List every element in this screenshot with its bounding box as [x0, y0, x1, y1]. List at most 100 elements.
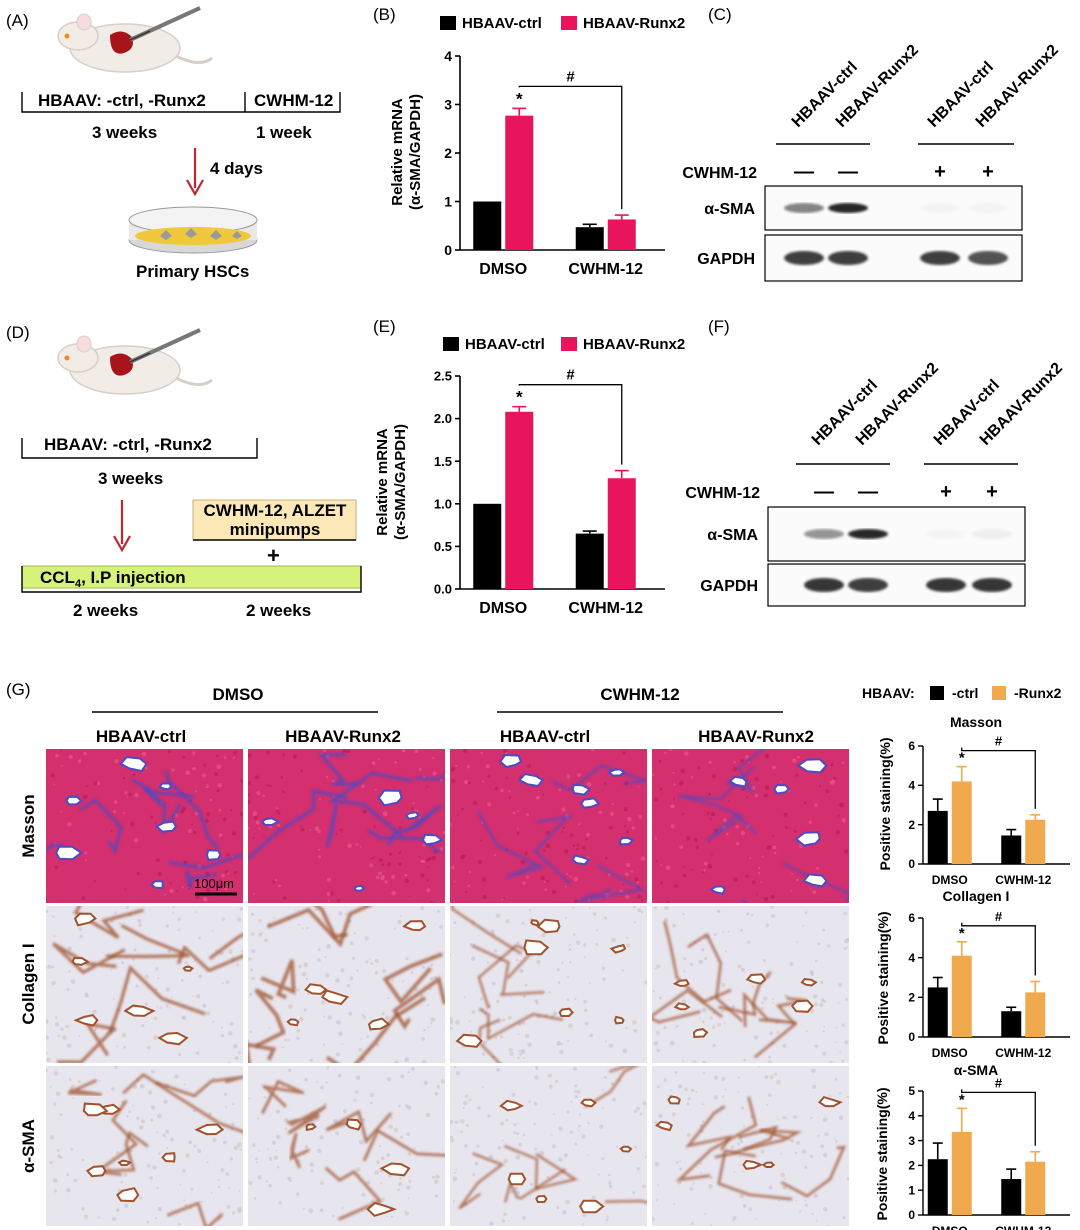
col-label-2: HBAAV-ctrl: [500, 727, 590, 746]
blot-c-treat-sign-0: —: [794, 161, 814, 183]
blot-c-row-label-gapdh: GAPDH: [697, 251, 755, 268]
mouse-illustration-a: [57, 6, 213, 73]
histology-tile-asma-0: [46, 1066, 243, 1226]
culture-dish: [128, 206, 258, 254]
histology-tile-asma-3: [652, 1066, 849, 1226]
row-label-collagen: Collagen I: [19, 943, 38, 1024]
chart-g-masson: Masson Positive staining(%) 0 2 4 6 DMSO CWHM…: [877, 714, 1070, 887]
mouse-illustration-d: [57, 328, 213, 395]
chart-b-legend-runx2: HBAAV-Runx2: [583, 15, 685, 32]
blot-f-row-label-gapdh: GAPDH: [700, 578, 758, 595]
panel-a-arrow-label: 4 days: [210, 159, 263, 178]
blot-f-treat-sign-3: +: [986, 481, 998, 503]
chart-e-bar-0-0: [473, 503, 502, 589]
blot-c-lane-label-1: HBAAV-Runx2: [833, 42, 922, 131]
chart-g2-bar-0-1: [1001, 1011, 1022, 1037]
chart-g2-ytick-label-2: 4: [908, 951, 915, 965]
chart-b-bracket: [518, 85, 623, 210]
blot-c-band-gapdh-1: [828, 251, 868, 265]
chart-g2-bar-1-0: [951, 955, 972, 1037]
blot-c-band-gapdh-2: [920, 251, 960, 265]
chart-b-ytick-label-3: 3: [444, 96, 452, 112]
chart-g3-bar-0-1: [1001, 1179, 1022, 1215]
chart-g1-ytick-label-2: 4: [908, 779, 915, 793]
blot-c-band-asma-0: [784, 203, 824, 213]
blot-c-treat-sign-3: +: [982, 161, 994, 183]
chart-e-ylabel-1: Relative mRNA: [374, 428, 391, 536]
cwhm-box-line2: minipumps: [230, 520, 321, 539]
chart-e-letter: (E): [373, 317, 396, 336]
panel-a: (A) HBAAV: -ctrl, -Runx2 CWHM-12 3 weeks…: [6, 6, 341, 281]
histology-grid: [46, 749, 849, 1226]
blot-f-treat-label: CWHM-12: [685, 485, 760, 502]
blot-f-band-gapdh-1: [848, 578, 888, 592]
chart-e-bar-1-1: [607, 478, 636, 589]
chart-g1-ytick-label-0: 0: [908, 857, 915, 871]
chart-b-legend-ctrl: HBAAV-ctrl: [462, 15, 542, 32]
histology-tile-asma-1: [248, 1066, 445, 1226]
chart-g1-bar-1-1: [1025, 819, 1046, 864]
chart-b-ylabel-2: (α-SMA/GAPDH): [407, 94, 424, 210]
chart-g2-xcat-1: CWHM-12: [995, 1046, 1051, 1060]
chart-g1-xcat-1: CWHM-12: [995, 873, 1051, 887]
blot-f-band-asma-1: [848, 529, 888, 539]
panel-a-duration-left: 3 weeks: [92, 123, 157, 142]
chart-e-xcat-1: CWHM-12: [568, 600, 643, 617]
histology-tile-masson-1: [248, 749, 445, 903]
chart-g2-hash: #: [995, 909, 1003, 924]
chart-e-star: *: [516, 388, 523, 407]
chart-g-collagen: Collagen I Positive staining(%) 0 2 4 6 DMSO…: [875, 888, 1070, 1060]
chart-e-ylabel-2: (α-SMA/GAPDH): [392, 424, 409, 540]
panel-a-letter: (A): [6, 11, 29, 30]
blot-c-band-asma-3: [968, 203, 1008, 213]
chart-b-ytick-label-2: 2: [444, 145, 452, 161]
chart-g1-ytick-label-1: 2: [908, 818, 915, 832]
blot-c-treat-sign-2: +: [934, 161, 946, 183]
chart-b-hash: #: [566, 68, 575, 85]
blot-c-band-gapdh-3: [968, 251, 1008, 265]
chart-b-xcat-0: DMSO: [479, 261, 527, 278]
blot-c-row-label-asma: α-SMA: [704, 201, 755, 218]
chart-b-xcat-1: CWHM-12: [568, 261, 643, 278]
chart-g2-ytick-label-0: 0: [908, 1030, 915, 1044]
ccl4-label: CCL4, I.P injection: [40, 568, 186, 590]
blot-f-band-gapdh-2: [926, 578, 966, 592]
group-label-dmso: DMSO: [213, 685, 264, 704]
chart-g1-title: Masson: [950, 714, 1002, 730]
chart-e-ytick-label-5: 2.5: [434, 369, 452, 384]
chart-b-ytick-label-4: 4: [444, 48, 452, 64]
chart-g3-ytick-label-1: 1: [908, 1183, 915, 1197]
panel-d: (D) HBAAV: -ctrl, -Runx2 3 weeks CWHM-12…: [6, 323, 362, 620]
chart-e-bar-0-1: [575, 533, 604, 589]
chart-e-xcat-0: DMSO: [479, 600, 527, 617]
chart-e-legend-ctrl: HBAAV-ctrl: [465, 336, 545, 353]
g-legend-ctrl: -ctrl: [952, 685, 978, 701]
chart-g3-bar-1-1: [1025, 1161, 1046, 1215]
chart-g2-title: Collagen I: [943, 888, 1010, 904]
plus-sign: +: [267, 543, 280, 568]
chart-e-ytick-label-1: 0.5: [434, 539, 452, 554]
histology-tile-masson-2: [450, 749, 647, 903]
chart-g1-bar-0-1: [1001, 835, 1022, 864]
cwhm-box: [192, 499, 357, 541]
blot-f-band-gapdh-3: [972, 578, 1012, 592]
blot-c-band-asma-2: [920, 203, 960, 213]
chart-e-legend-runx2-swatch: [561, 337, 577, 351]
blot-f-row-label-asma: α-SMA: [707, 527, 758, 544]
blot-f-lane-label-1: HBAAV-Runx2: [853, 360, 942, 449]
chart-g3-ytick-label-3: 3: [908, 1134, 915, 1148]
panel-d-letter: (D): [6, 323, 30, 342]
chart-e-legend-runx2: HBAAV-Runx2: [583, 336, 685, 353]
chart-g1-bar-0-0: [927, 810, 948, 864]
blot-f-band-asma-2: [926, 529, 966, 539]
chart-g3-ytick-label-5: 5: [908, 1084, 915, 1098]
chart-g2-bar-0-0: [927, 987, 948, 1037]
chart-e-bracket: [518, 384, 623, 465]
panel-d-duration-top: 3 weeks: [98, 469, 163, 488]
cwhm-box-line1: CWHM-12, ALZET: [204, 501, 348, 520]
chart-e-hash: #: [566, 367, 575, 384]
chart-b-bar-0-0: [473, 201, 502, 250]
chart-g3-star: *: [959, 1091, 965, 1108]
chart-b-bar-1-1: [607, 219, 636, 250]
